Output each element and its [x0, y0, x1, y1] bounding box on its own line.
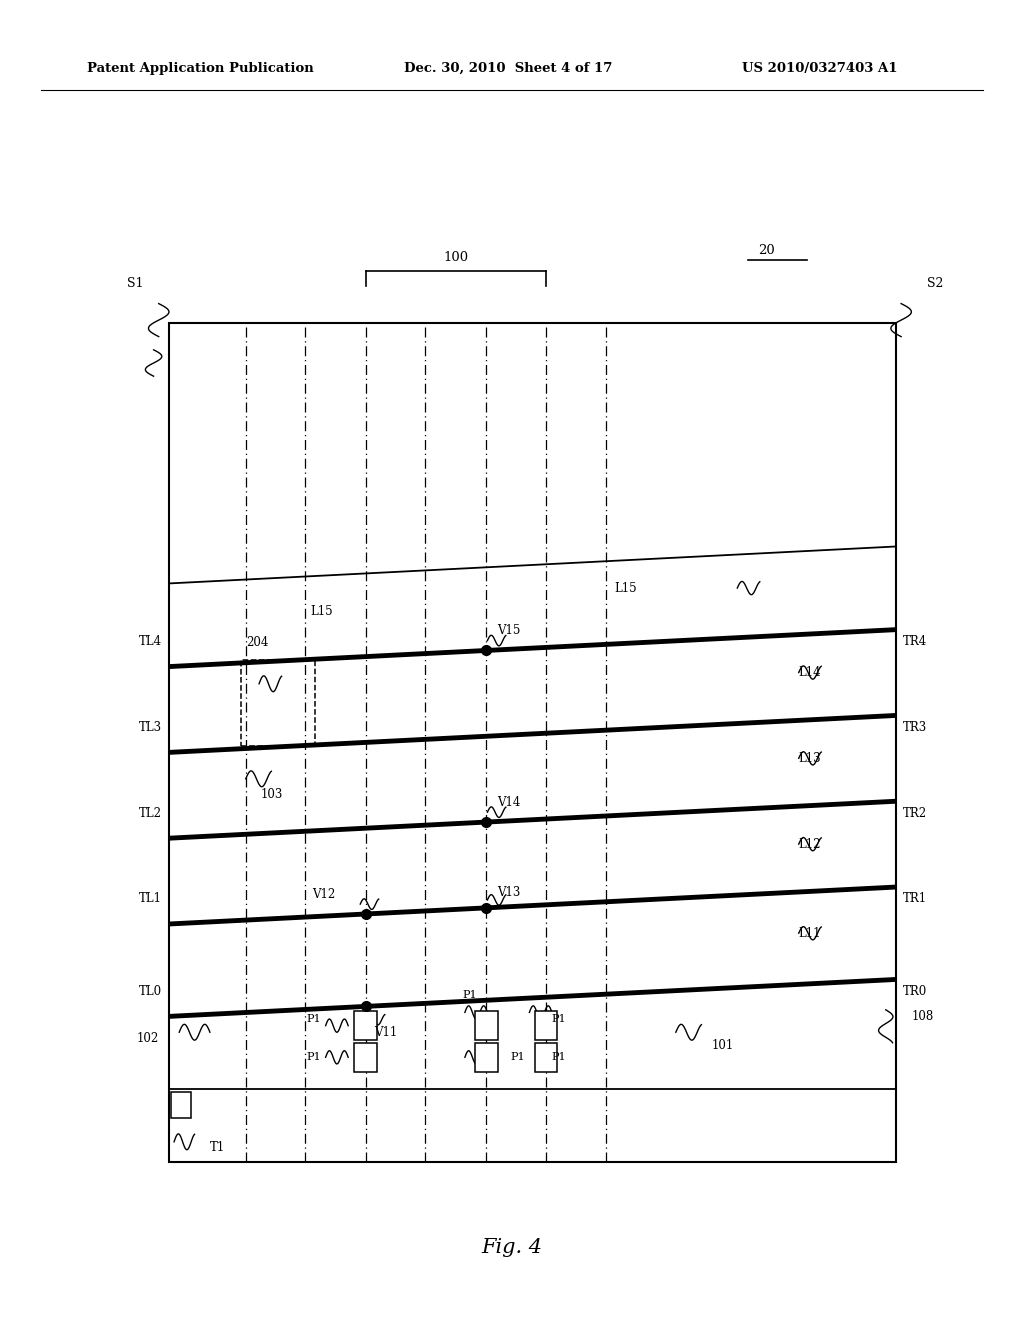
Text: P1: P1: [463, 990, 477, 1001]
Text: L12: L12: [799, 838, 821, 850]
Text: P1: P1: [306, 1052, 321, 1063]
Text: L13: L13: [799, 752, 821, 764]
Text: L15: L15: [310, 606, 333, 618]
Text: P1: P1: [552, 1052, 566, 1063]
Text: V13: V13: [497, 886, 520, 899]
Text: V11: V11: [374, 1027, 397, 1039]
Bar: [535, 1043, 557, 1072]
Text: V12: V12: [312, 888, 336, 900]
Bar: [475, 1043, 498, 1072]
Bar: [354, 1043, 377, 1072]
Text: S1: S1: [127, 277, 143, 290]
Text: 204: 204: [246, 636, 268, 649]
Bar: [475, 1011, 498, 1040]
Text: P1: P1: [511, 1052, 525, 1063]
Text: S2: S2: [927, 277, 943, 290]
Text: Fig. 4: Fig. 4: [481, 1238, 543, 1257]
Text: TR3: TR3: [903, 721, 928, 734]
Text: V15: V15: [497, 624, 520, 638]
Text: L11: L11: [799, 927, 821, 940]
Text: 102: 102: [136, 1032, 159, 1045]
Text: 108: 108: [911, 1010, 934, 1023]
Text: Dec. 30, 2010  Sheet 4 of 17: Dec. 30, 2010 Sheet 4 of 17: [404, 62, 612, 75]
Text: P1: P1: [306, 1014, 321, 1024]
Text: TL4: TL4: [138, 635, 162, 648]
Text: TL1: TL1: [139, 892, 162, 906]
Text: TR1: TR1: [903, 892, 928, 906]
Text: 20: 20: [758, 244, 774, 257]
Text: TL2: TL2: [139, 807, 162, 820]
Text: TL3: TL3: [138, 721, 162, 734]
Text: L15: L15: [614, 582, 637, 594]
Text: P1: P1: [552, 1014, 566, 1024]
Bar: [535, 1011, 557, 1040]
Bar: [241, 660, 315, 746]
Bar: [171, 1092, 191, 1118]
Text: T1: T1: [210, 1140, 225, 1154]
Text: Patent Application Publication: Patent Application Publication: [87, 62, 313, 75]
Bar: [354, 1011, 377, 1040]
Text: 103: 103: [261, 788, 284, 801]
Text: US 2010/0327403 A1: US 2010/0327403 A1: [742, 62, 898, 75]
Text: 101: 101: [712, 1039, 734, 1052]
Bar: [169, 323, 896, 1162]
Text: 100: 100: [443, 251, 468, 264]
Text: TL0: TL0: [138, 985, 162, 998]
Text: TR4: TR4: [903, 635, 928, 648]
Text: L14: L14: [799, 667, 821, 678]
Text: TR0: TR0: [903, 985, 928, 998]
Text: V14: V14: [497, 796, 520, 809]
Text: TR2: TR2: [903, 807, 928, 820]
